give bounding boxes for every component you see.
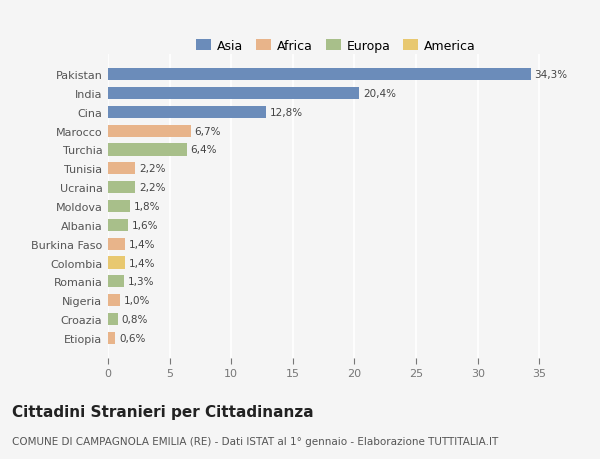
Text: 1,8%: 1,8% [134,202,160,212]
Text: 20,4%: 20,4% [363,89,396,99]
Bar [108,182,135,194]
Bar [108,201,130,213]
Text: 0,6%: 0,6% [119,333,145,343]
Bar [108,106,266,119]
Text: 1,4%: 1,4% [129,239,155,249]
Bar [108,294,121,307]
Bar [108,144,187,156]
Text: 1,3%: 1,3% [128,277,154,287]
Bar [108,276,124,288]
Text: 1,6%: 1,6% [131,220,158,230]
Bar [108,238,125,250]
Bar [108,69,531,81]
Bar [108,332,115,344]
Text: 0,8%: 0,8% [122,314,148,325]
Text: 12,8%: 12,8% [269,107,302,118]
Bar [108,163,135,175]
Text: 2,2%: 2,2% [139,164,166,174]
Text: COMUNE DI CAMPAGNOLA EMILIA (RE) - Dati ISTAT al 1° gennaio - Elaborazione TUTTI: COMUNE DI CAMPAGNOLA EMILIA (RE) - Dati … [12,436,498,446]
Text: 34,3%: 34,3% [535,70,568,80]
Text: 1,4%: 1,4% [129,258,155,268]
Text: 6,7%: 6,7% [194,126,221,136]
Legend: Asia, Africa, Europa, America: Asia, Africa, Europa, America [193,37,479,55]
Text: 2,2%: 2,2% [139,183,166,193]
Bar [108,313,118,325]
Bar [108,257,125,269]
Bar [108,88,359,100]
Text: 1,0%: 1,0% [124,296,151,306]
Text: Cittadini Stranieri per Cittadinanza: Cittadini Stranieri per Cittadinanza [12,404,314,419]
Bar [108,125,191,137]
Text: 6,4%: 6,4% [191,145,217,155]
Bar [108,219,128,231]
